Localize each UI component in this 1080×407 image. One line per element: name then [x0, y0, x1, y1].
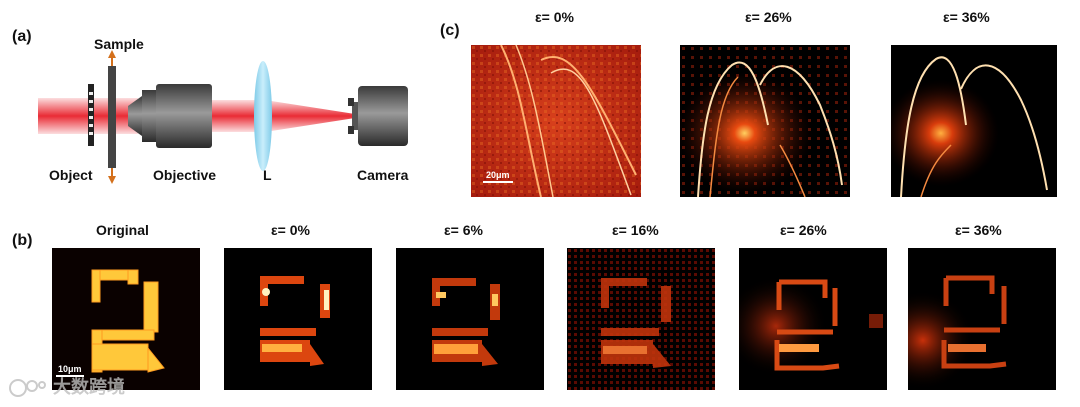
object-grating	[88, 84, 94, 146]
b-title-3: ε= 16%	[612, 222, 659, 238]
label-object: Object	[49, 167, 93, 183]
b-scale-label: 10μm	[58, 364, 82, 374]
c-image-eps-26	[680, 45, 850, 197]
label-sample: Sample	[94, 36, 144, 52]
watermark-text: 大数跨境	[53, 377, 126, 397]
b-image-eps-16	[567, 248, 715, 390]
panel-a-letter: (a)	[12, 28, 32, 45]
c-scale-bar	[483, 181, 513, 183]
c-scale-label: 20μm	[486, 170, 510, 180]
b-title-4: ε= 26%	[780, 222, 827, 238]
b-image-eps-36	[908, 248, 1056, 390]
watermark: 大数跨境	[8, 373, 125, 399]
c-image-eps-36	[891, 45, 1057, 197]
c-title-0: ε= 0%	[535, 9, 574, 25]
watermark-logo-icon	[8, 377, 48, 399]
c-image-eps-0	[471, 45, 641, 197]
b-title-0: Original	[96, 222, 149, 238]
b-title-1: ε= 0%	[271, 222, 310, 238]
setup-diagram	[30, 40, 430, 190]
objective-lens	[128, 84, 212, 148]
b-image-eps-26	[739, 248, 887, 390]
camera-body	[348, 86, 408, 146]
b-title-2: ε= 6%	[444, 222, 483, 238]
c-title-1: ε= 26%	[745, 9, 792, 25]
b-image-original	[52, 248, 200, 390]
label-objective: Objective	[153, 167, 217, 183]
sample-slab	[108, 50, 116, 184]
panel-b-letter: (b)	[12, 232, 33, 249]
lens-l	[254, 61, 272, 171]
b-title-5: ε= 36%	[955, 222, 1002, 238]
b-scale-bar	[56, 375, 84, 377]
b-image-eps-6	[396, 248, 544, 390]
c-title-2: ε= 36%	[943, 9, 990, 25]
b-image-eps-0	[224, 248, 372, 390]
label-camera: Camera	[357, 167, 409, 183]
label-lens: L	[263, 167, 272, 183]
panel-c-letter: (c)	[440, 22, 460, 39]
